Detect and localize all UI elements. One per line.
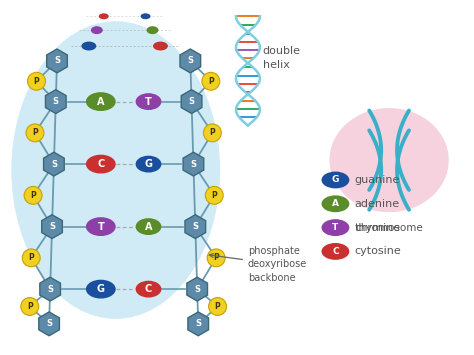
Text: P: P [32, 129, 38, 137]
Text: phosphate
deoxyribose
backbone: phosphate deoxyribose backbone [210, 246, 307, 283]
Polygon shape [40, 277, 61, 301]
Text: G: G [145, 159, 153, 169]
Circle shape [203, 124, 221, 142]
Text: S: S [192, 222, 198, 231]
Text: S: S [46, 320, 52, 328]
Text: P: P [30, 191, 36, 200]
Ellipse shape [136, 218, 162, 235]
Text: T: T [145, 97, 152, 106]
Text: S: S [53, 97, 59, 106]
Circle shape [21, 297, 39, 315]
Ellipse shape [321, 171, 349, 189]
Circle shape [209, 297, 227, 315]
Text: A: A [97, 97, 105, 106]
Polygon shape [180, 49, 201, 73]
Text: P: P [28, 253, 34, 262]
Ellipse shape [86, 217, 116, 236]
Polygon shape [39, 312, 59, 336]
Text: S: S [49, 222, 55, 231]
Polygon shape [187, 277, 208, 301]
Ellipse shape [153, 42, 168, 50]
Ellipse shape [11, 21, 220, 319]
Text: G: G [332, 175, 339, 185]
Text: P: P [213, 253, 219, 262]
Text: T: T [332, 223, 338, 232]
Text: G: G [97, 284, 105, 294]
Circle shape [26, 124, 44, 142]
Ellipse shape [86, 155, 116, 174]
Text: P: P [215, 302, 220, 311]
Ellipse shape [99, 13, 109, 19]
Text: C: C [145, 284, 152, 294]
Circle shape [24, 186, 42, 204]
Text: S: S [191, 160, 196, 169]
Polygon shape [188, 312, 209, 336]
Circle shape [202, 72, 220, 90]
Text: S: S [51, 160, 57, 169]
Text: S: S [54, 56, 60, 65]
Text: P: P [27, 302, 33, 311]
Text: A: A [332, 199, 339, 208]
Ellipse shape [136, 93, 162, 110]
Text: S: S [187, 56, 193, 65]
Ellipse shape [321, 243, 349, 260]
Ellipse shape [321, 195, 349, 212]
Ellipse shape [136, 156, 162, 173]
Text: S: S [195, 320, 201, 328]
Polygon shape [46, 49, 67, 73]
Text: S: S [189, 97, 194, 106]
Ellipse shape [329, 108, 449, 212]
Circle shape [207, 249, 225, 267]
Text: A: A [145, 222, 152, 231]
Text: P: P [208, 77, 214, 86]
Text: P: P [210, 129, 215, 137]
Circle shape [22, 249, 40, 267]
Text: cytosine: cytosine [354, 246, 401, 256]
Ellipse shape [86, 92, 116, 111]
Text: thymine: thymine [354, 223, 401, 233]
Ellipse shape [136, 281, 162, 297]
Ellipse shape [91, 26, 103, 34]
Circle shape [205, 186, 223, 204]
Text: chromosome: chromosome [355, 223, 423, 233]
Polygon shape [185, 215, 206, 239]
Polygon shape [181, 90, 202, 114]
Text: P: P [211, 191, 217, 200]
Ellipse shape [86, 280, 116, 299]
Ellipse shape [321, 219, 349, 236]
Text: S: S [194, 285, 200, 294]
Text: S: S [47, 285, 53, 294]
Text: guanine: guanine [354, 175, 400, 185]
Polygon shape [183, 152, 204, 176]
Text: C: C [97, 159, 104, 169]
Text: P: P [34, 77, 39, 86]
Circle shape [27, 72, 46, 90]
Text: double
helix: double helix [263, 47, 301, 70]
Text: adenine: adenine [354, 199, 400, 209]
Polygon shape [46, 90, 66, 114]
Polygon shape [42, 215, 63, 239]
Text: T: T [98, 222, 104, 231]
Ellipse shape [146, 26, 158, 34]
Ellipse shape [141, 13, 151, 19]
Ellipse shape [82, 42, 96, 50]
Polygon shape [44, 152, 64, 176]
Text: C: C [332, 247, 339, 256]
